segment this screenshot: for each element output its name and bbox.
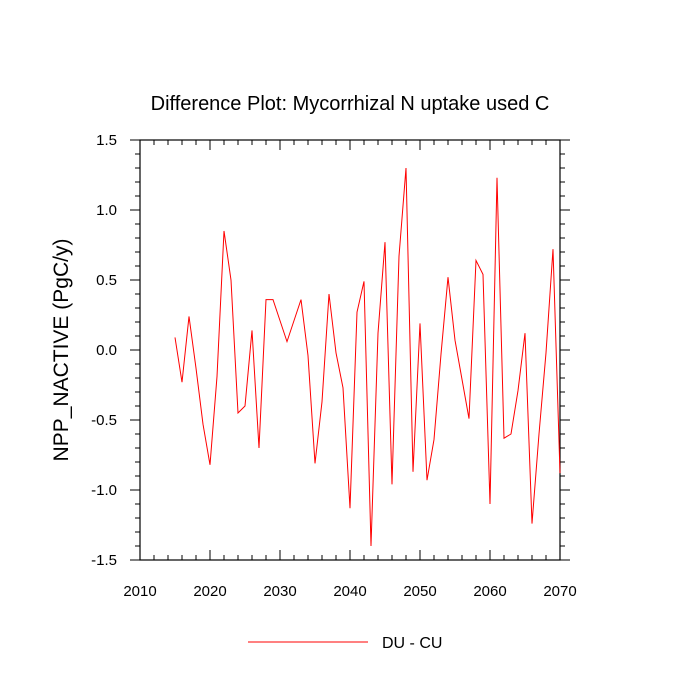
data-point bbox=[328, 293, 330, 295]
data-point bbox=[419, 323, 421, 325]
data-point bbox=[237, 412, 239, 414]
x-tick-label: 2020 bbox=[193, 583, 226, 600]
data-point bbox=[475, 260, 477, 262]
data-point bbox=[454, 339, 456, 341]
data-point bbox=[356, 311, 358, 313]
data-point bbox=[503, 437, 505, 439]
data-point bbox=[531, 523, 533, 525]
data-point bbox=[384, 241, 386, 243]
data-point bbox=[293, 320, 295, 322]
x-tick-label: 2030 bbox=[263, 583, 296, 600]
y-tick-label: -1.0 bbox=[91, 482, 117, 499]
data-point bbox=[342, 387, 344, 389]
data-point bbox=[489, 503, 491, 505]
data-point bbox=[447, 276, 449, 278]
data-point bbox=[559, 472, 561, 474]
data-point bbox=[230, 279, 232, 281]
data-point bbox=[552, 248, 554, 250]
x-tick-label: 2010 bbox=[123, 583, 156, 600]
y-tick-label: -0.5 bbox=[91, 412, 117, 429]
data-point bbox=[216, 376, 218, 378]
x-tick-label: 2070 bbox=[543, 583, 576, 600]
data-point bbox=[482, 274, 484, 276]
data-point bbox=[412, 471, 414, 473]
data-point bbox=[349, 507, 351, 509]
data-point bbox=[244, 405, 246, 407]
data-point bbox=[391, 484, 393, 486]
y-tick-label: 0.0 bbox=[96, 342, 117, 359]
y-tick-label: 1.0 bbox=[96, 202, 117, 219]
data-point bbox=[209, 464, 211, 466]
data-point bbox=[398, 255, 400, 257]
data-point bbox=[279, 320, 281, 322]
data-point bbox=[314, 463, 316, 465]
y-tick-label: 0.5 bbox=[96, 272, 117, 289]
data-point bbox=[363, 281, 365, 283]
data-point bbox=[265, 299, 267, 301]
chart-title: Difference Plot: Mycorrhizal N uptake us… bbox=[151, 93, 550, 115]
minor-ticks bbox=[135, 140, 565, 560]
data-point bbox=[335, 352, 337, 354]
data-point bbox=[405, 167, 407, 169]
data-point bbox=[195, 367, 197, 369]
data-point bbox=[426, 479, 428, 481]
data-point bbox=[524, 332, 526, 334]
y-axis-label: NPP_NACTIVE (PgC/y) bbox=[50, 239, 73, 462]
data-point bbox=[377, 332, 379, 334]
tick-labels: 2010 2020 2030 2040 2050 2060 2070 -1.5 -1.0 -0.5… bbox=[91, 132, 577, 600]
data-point bbox=[370, 545, 372, 547]
data-point bbox=[461, 379, 463, 381]
data-point bbox=[433, 439, 435, 441]
y-tick-label: 1.5 bbox=[96, 132, 117, 149]
data-point bbox=[545, 352, 547, 354]
data-point bbox=[202, 423, 204, 425]
data-point bbox=[174, 337, 176, 339]
data-point bbox=[307, 355, 309, 357]
data-point bbox=[510, 433, 512, 435]
data-point bbox=[286, 341, 288, 343]
data-point bbox=[321, 401, 323, 403]
x-tick-label: 2050 bbox=[403, 583, 436, 600]
series-line-du-cu bbox=[174, 167, 561, 547]
legend-label: DU - CU bbox=[382, 635, 442, 652]
data-point bbox=[300, 299, 302, 301]
data-point bbox=[272, 299, 274, 301]
data-point bbox=[223, 230, 225, 232]
data-point bbox=[496, 177, 498, 179]
plot-frame bbox=[139, 139, 561, 561]
data-point bbox=[538, 433, 540, 435]
data-point bbox=[517, 390, 519, 392]
data-point bbox=[181, 381, 183, 383]
y-tick-label: -1.5 bbox=[91, 552, 117, 569]
data-point bbox=[440, 353, 442, 355]
series-points bbox=[174, 167, 561, 547]
x-tick-label: 2060 bbox=[473, 583, 506, 600]
x-tick-label: 2040 bbox=[333, 583, 366, 600]
data-point bbox=[468, 418, 470, 420]
data-point bbox=[188, 316, 190, 318]
data-point bbox=[258, 447, 260, 449]
data-point bbox=[251, 330, 253, 332]
legend: DU - CU bbox=[248, 635, 442, 652]
